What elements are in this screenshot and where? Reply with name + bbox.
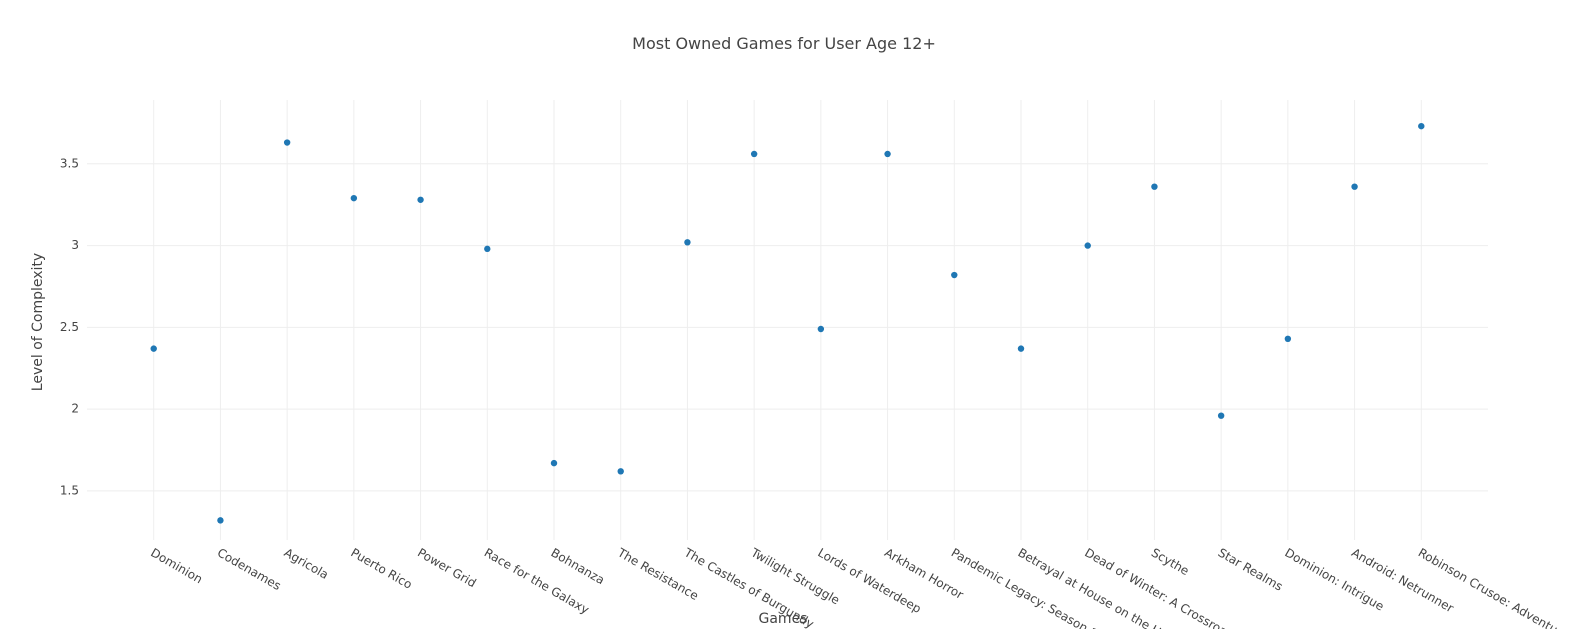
y-tick-label: 3.5 — [60, 156, 79, 170]
x-tick-label: Bohnanza — [549, 545, 607, 587]
point — [817, 325, 825, 333]
y-tick-label: 2.5 — [60, 320, 79, 334]
point — [417, 196, 424, 203]
x-tick-label: Power Grid — [415, 545, 479, 590]
point — [283, 139, 291, 146]
y-tick-label: 2 — [71, 402, 79, 416]
point — [217, 517, 224, 524]
point — [1151, 183, 1158, 190]
x-tick-label: Star Realms — [1216, 545, 1286, 593]
x-tick-label: Scythe — [1149, 545, 1192, 578]
x-tick-label: Puerto Rico — [348, 545, 414, 591]
point — [684, 239, 691, 246]
x-tick-label: Dominion — [148, 545, 205, 586]
point — [1284, 335, 1292, 343]
y-tick-label: 1.5 — [60, 483, 79, 497]
point — [350, 194, 358, 202]
point — [750, 150, 758, 158]
point — [1351, 183, 1358, 190]
point — [550, 459, 558, 467]
point — [150, 345, 157, 352]
y-axis-title: Level of Complexity — [30, 253, 46, 391]
x-axis-title: Games — [759, 611, 808, 627]
point — [951, 271, 958, 279]
point — [884, 150, 891, 158]
point — [1084, 242, 1091, 249]
point — [1418, 122, 1425, 130]
point — [1217, 412, 1225, 419]
x-tick-label: Robinson Crusoe: Adventures on the Curse… — [1416, 545, 1573, 629]
point — [1017, 345, 1025, 352]
chart-title: Most Owned Games for User Age 12+ — [632, 34, 936, 53]
x-tick-label: Agricola — [282, 545, 331, 581]
x-tick-label: Codenames — [215, 545, 284, 593]
y-tick-label: 3 — [71, 238, 79, 252]
point — [617, 468, 624, 475]
point — [484, 245, 491, 253]
